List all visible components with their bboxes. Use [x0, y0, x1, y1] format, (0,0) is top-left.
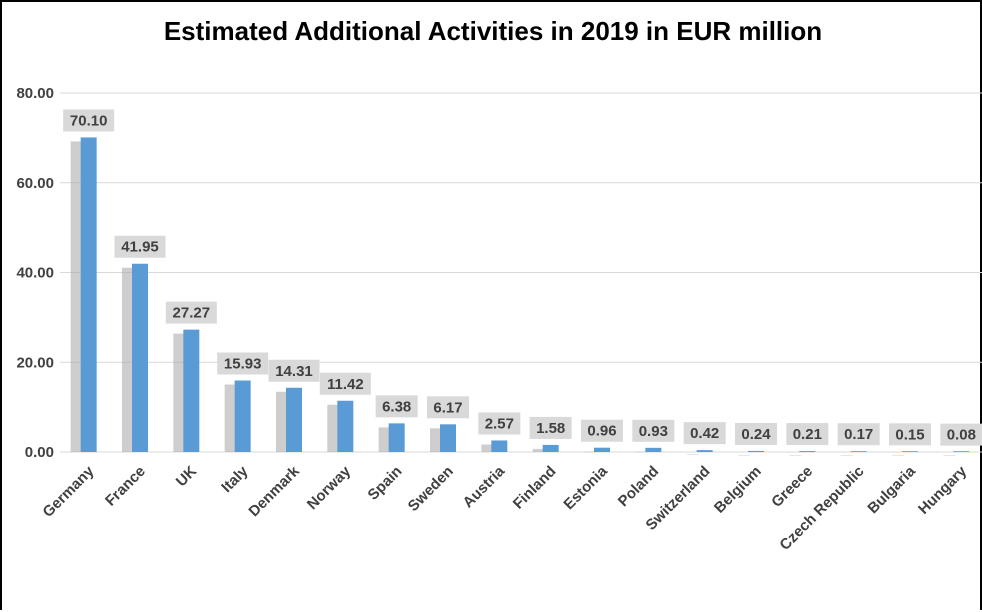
data-label: 27.27 [173, 305, 211, 322]
data-label-box [735, 422, 777, 445]
data-label-box [529, 416, 572, 439]
data-label: 0.21 [793, 426, 822, 443]
bar [80, 137, 97, 452]
y-tick-label: 80.00 [16, 85, 54, 102]
data-label: 11.42 [327, 376, 364, 393]
bar [902, 451, 918, 452]
bar-shadow [276, 391, 288, 452]
bar-shadow [532, 448, 545, 452]
bar [440, 424, 456, 452]
bar [594, 447, 610, 452]
data-label-box [632, 419, 675, 442]
x-tick-label: Denmark [245, 462, 303, 520]
data-label: 0.17 [844, 426, 873, 443]
data-label-box [581, 419, 623, 442]
data-label: 0.15 [895, 426, 924, 443]
data-label: 1.58 [536, 420, 565, 437]
bar-shadow [635, 451, 648, 453]
data-label-box [683, 422, 726, 445]
bar-shadow [430, 428, 442, 452]
chart-title: Estimated Additional Activities in 2019 … [163, 16, 823, 46]
bar-shadow [70, 141, 83, 452]
bar-shadow [584, 451, 596, 453]
bar [542, 444, 559, 452]
bar [696, 450, 713, 452]
bar [645, 447, 662, 452]
bar [799, 451, 816, 452]
y-tick-label: 40.00 [16, 265, 54, 282]
x-tick-label: Finland [510, 463, 560, 513]
y-tick-label: 0.00 [25, 444, 54, 461]
bar-shadow [789, 455, 802, 456]
bar-shadow [122, 267, 134, 452]
bar-shadow [173, 333, 186, 452]
x-tick-label: France [102, 463, 149, 510]
bar [286, 387, 302, 452]
data-label: 15.93 [224, 356, 262, 373]
data-label-box [268, 359, 320, 382]
x-tick-label: Bulgaria [864, 462, 919, 517]
x-tick-label: Italy [218, 462, 252, 496]
bar-shadow [892, 455, 904, 456]
x-tick-label: Belgium [711, 463, 765, 517]
data-label-box [837, 423, 880, 446]
data-label: 0.96 [587, 423, 616, 440]
data-label-box [114, 235, 166, 258]
data-label-box [889, 423, 931, 446]
x-tick-label: Germany [39, 462, 97, 520]
bar-shadow [378, 427, 391, 452]
bar-shadow [481, 444, 494, 452]
data-label-box [63, 109, 115, 132]
bar-shadow [943, 455, 956, 456]
data-label-box [786, 423, 829, 446]
data-label-box [478, 412, 521, 435]
x-tick-label: UK [173, 463, 200, 490]
data-label-box [319, 372, 371, 395]
y-tick-label: 60.00 [16, 175, 54, 192]
bar [953, 451, 970, 452]
data-label-box [375, 395, 418, 418]
bar [132, 263, 148, 452]
data-label-box [217, 352, 269, 375]
x-tick-label: Estonia [560, 462, 611, 513]
x-tick-label: Austria [460, 462, 509, 511]
bar [748, 450, 764, 452]
bar-shadow [686, 454, 699, 455]
x-tick-label: Hungary [915, 462, 971, 518]
data-label: 70.10 [70, 112, 108, 129]
bar [388, 423, 405, 452]
data-label: 14.31 [275, 363, 313, 380]
bar-shadow [224, 384, 237, 452]
data-label: 0.08 [947, 427, 976, 444]
bar [491, 440, 508, 452]
data-label: 0.42 [690, 425, 719, 442]
data-label-box [427, 396, 469, 419]
data-label-box [940, 423, 982, 446]
x-tick-label: Sweden [405, 463, 457, 515]
x-tick-label: Greece [768, 463, 816, 511]
bar [183, 329, 200, 452]
x-tick-label: Poland [615, 463, 662, 510]
y-tick-label: 20.00 [16, 354, 54, 371]
bar-shadow [327, 404, 340, 452]
data-label: 6.17 [433, 399, 462, 416]
x-tick-label: Norway [304, 462, 355, 513]
data-label-box [165, 301, 217, 324]
bar-shadow [738, 454, 750, 456]
data-label: 41.95 [121, 239, 159, 256]
bar [850, 451, 867, 452]
data-label: 0.24 [741, 426, 771, 443]
bar [337, 400, 354, 452]
bar [234, 380, 251, 452]
bar-shadow [840, 455, 853, 456]
data-label: 6.38 [382, 398, 411, 415]
data-label: 0.93 [639, 423, 668, 440]
x-tick-label: Spain [365, 463, 406, 504]
data-label: 2.57 [485, 415, 514, 432]
